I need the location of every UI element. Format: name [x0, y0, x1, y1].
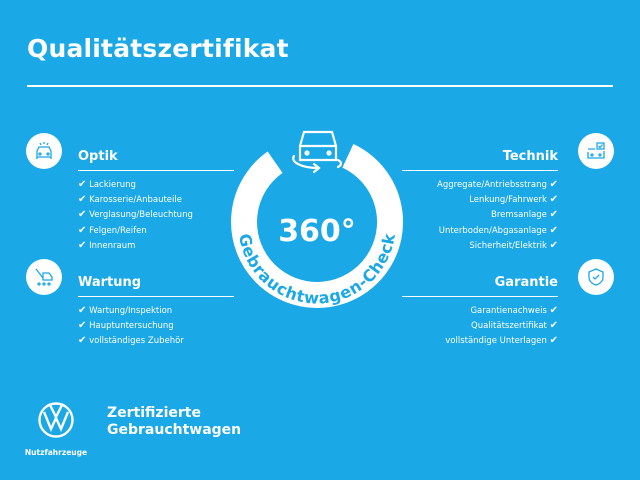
car-light-icon [26, 133, 62, 169]
section-title: Wartung [78, 274, 234, 297]
brand-line-2: Gebrauchtwagen [107, 422, 242, 438]
section-optik: Optik ✔ Lackierung ✔ Karosserie/Anbautei… [78, 148, 234, 253]
title-divider [27, 85, 613, 87]
list-item: ✔ Hauptuntersuchung [78, 320, 174, 332]
list-item: Bremsanlage ✔ [491, 209, 558, 221]
ring-arc [231, 144, 404, 308]
list-item: Garantienachweis ✔ [470, 305, 558, 316]
list-item: Unterboden/Abgasanlage ✔ [438, 224, 558, 236]
list-item: ✔ Felgen/Reifen [78, 224, 147, 236]
checklist-car-icon [578, 133, 614, 169]
list-item: Qualitätszertifikat ✔ [471, 320, 558, 332]
list-item: Sicherheit/Elektrik ✔ [469, 239, 558, 251]
list-item: vollständige Unterlagen ✔ [445, 335, 558, 347]
list-item: ✔ Verglasung/Beleuchtung [78, 209, 193, 221]
logo-text: Nutzfahrzeuge [24, 448, 88, 457]
vw-logo: Nutzfahrzeuge [24, 401, 88, 457]
shield-check-icon [578, 259, 614, 295]
car-rotate-icon [292, 130, 343, 174]
360-check-badge: 360° Gebrauchtwagen-Check [231, 130, 404, 308]
section-technik: Technik Aggregate/Antriebsstrang ✔ Lenku… [402, 148, 558, 253]
360-label: 360° [278, 214, 356, 249]
vw-logo-icon [38, 402, 74, 438]
brand-text: Zertifizierte Gebrauchtwagen [107, 405, 241, 439]
section-title: Technik [402, 148, 558, 171]
section-title: Garantie [402, 274, 558, 297]
brand-line-1: Zertifizierte [107, 405, 201, 421]
list-item: ✔ Wartung/Inspektion [78, 305, 173, 316]
list-item: Aggregate/Antriebsstrang ✔ [437, 179, 558, 190]
section-title: Optik [78, 148, 234, 171]
page-title: Qualitätszertifikat [27, 34, 289, 63]
list-item: ✔ Karosserie/Anbauteile [78, 194, 182, 206]
list-item: ✔ vollständiges Zubehör [78, 335, 184, 347]
section-wartung: Wartung ✔ Wartung/Inspektion ✔ Hauptunte… [78, 274, 234, 349]
service-tools-icon [26, 259, 62, 295]
list-item: ✔ Innenraum [78, 239, 136, 251]
section-garantie: Garantie Garantienachweis ✔ Qualitätszer… [402, 274, 558, 349]
list-item: ✔ Lackierung [78, 179, 136, 190]
list-item: Lenkung/Fahrwerk ✔ [469, 194, 558, 206]
